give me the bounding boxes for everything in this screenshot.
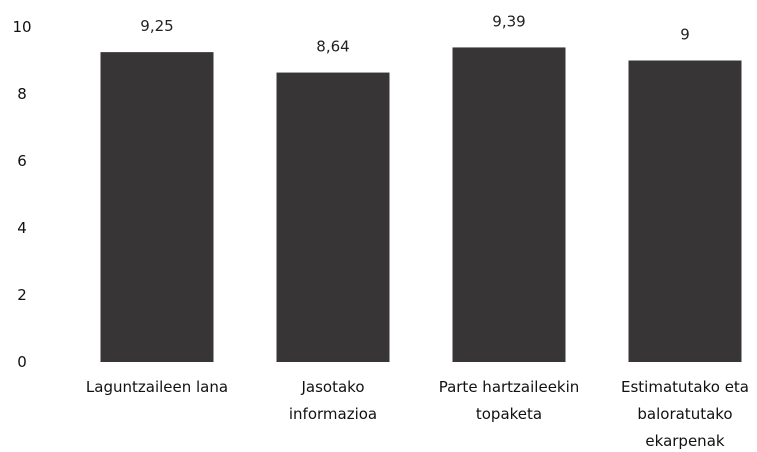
category-label: ekarpenak [645,432,724,450]
y-tick-label: 8 [17,85,27,103]
bar [100,52,214,362]
category-label: Laguntzaileen lana [86,378,228,396]
bar [276,72,390,362]
data-labels: 9,25 8,64 9,39 9 [140,12,689,55]
bar [452,47,566,363]
category-label: Parte hartzaileekin [439,378,580,396]
bar [628,60,742,362]
data-label: 9,25 [140,17,173,35]
category-label: topaketa [476,405,542,423]
data-label: 9,39 [492,12,525,30]
category-label: Estimatutako eta [621,378,749,396]
y-tick-label: 0 [17,353,27,371]
bars [100,47,742,363]
data-label: 8,64 [316,38,349,56]
category-label: baloratutako [637,405,732,423]
category-label: Jasotako [300,378,364,396]
y-tick-label: 6 [17,152,27,170]
y-axis-ticks: 0 2 4 6 8 10 [12,18,31,371]
y-tick-label: 4 [17,219,27,237]
data-label: 9 [680,26,690,44]
y-tick-label: 2 [17,286,27,304]
category-label: informazioa [289,405,377,423]
x-axis-labels: Laguntzaileen lana Jasotako informazioa Par… [86,378,749,450]
y-tick-label: 10 [12,18,31,36]
